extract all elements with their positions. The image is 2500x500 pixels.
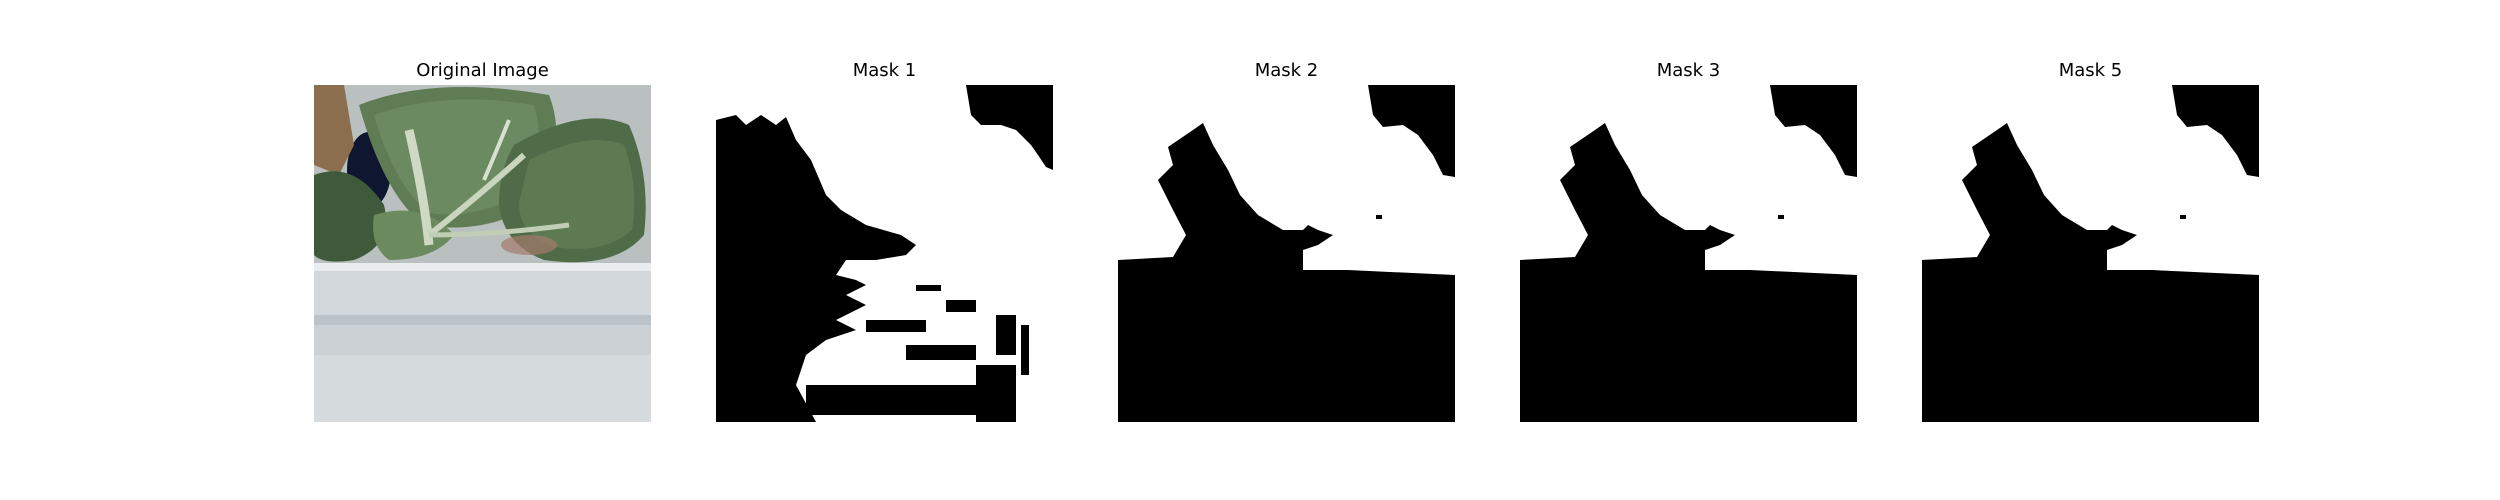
mask-3-image [1520,85,1857,422]
panel-title: Mask 1 [852,60,917,81]
original-image [314,85,651,422]
mask-1-image [716,85,1053,422]
panel-title: Mask 2 [1254,60,1319,81]
panel-title: Original Image [416,60,549,81]
mask-2-image [1118,85,1455,422]
panel-title: Mask 3 [1656,60,1721,81]
mask-1-drawing [716,85,1053,422]
mask-5-drawing [1922,85,2259,422]
panel-title: Mask 5 [2058,60,2123,81]
mask-2-drawing [1118,85,1455,422]
mask-5-image [1922,85,2259,422]
original-photo-drawing [314,85,651,422]
mask-3-drawing [1520,85,1857,422]
